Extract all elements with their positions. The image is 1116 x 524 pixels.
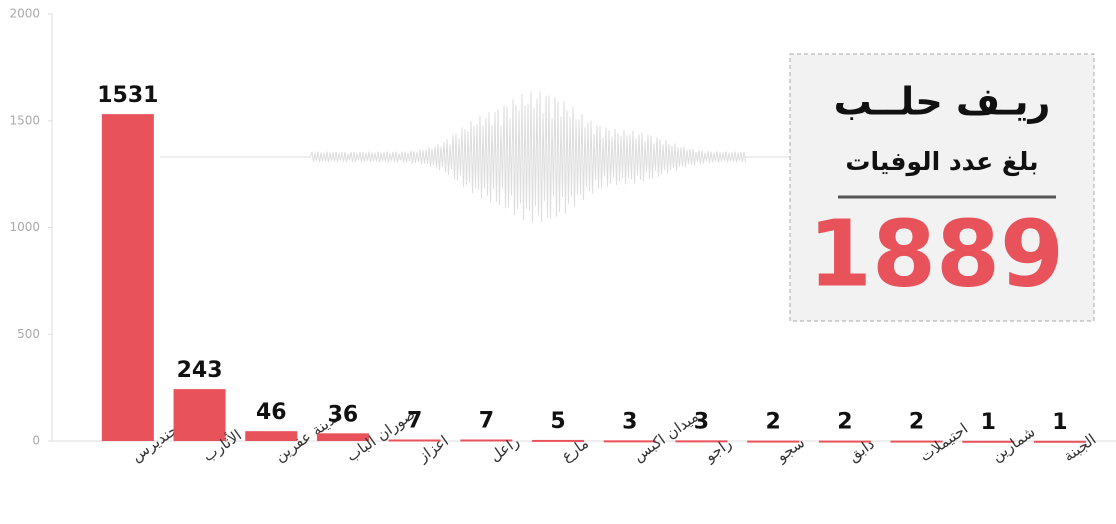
box-title: ريـف حلــب: [834, 80, 1051, 124]
chart: ريـف حلــب بلغ عدد الوفيات 1889 0 500 1000…: [0, 0, 1116, 524]
wave-line: [160, 91, 790, 223]
bar: [102, 114, 154, 441]
value-label: 1: [981, 410, 996, 435]
value-label: 5: [550, 409, 565, 434]
value-label: 1: [1052, 410, 1067, 435]
value-label: 46: [256, 400, 287, 425]
y-tick-label: 2000: [9, 7, 40, 21]
info-box: ريـف حلــب بلغ عدد الوفيات 1889: [790, 54, 1094, 321]
x-tick-label: راجو: [701, 434, 735, 466]
value-label: 2: [837, 410, 852, 435]
value-label: 2: [765, 410, 780, 435]
x-tick-label: دابق: [845, 435, 878, 466]
value-label: 7: [479, 409, 494, 434]
bar: [174, 389, 226, 441]
x-tick-label: ميدان اكبس: [630, 407, 702, 465]
y-tick-label: 1500: [9, 113, 40, 127]
page: {"chart_data": {"type": "bar", "categori…: [0, 0, 1116, 524]
x-tick-label: مارع: [558, 434, 592, 465]
decorative-wave: [160, 91, 790, 223]
box-total: 1889: [808, 200, 1064, 307]
value-label: 3: [622, 409, 637, 434]
y-tick-label: 500: [17, 327, 40, 341]
value-label: 243: [177, 358, 223, 383]
value-label: 36: [328, 402, 359, 427]
x-tick-label: سجو: [772, 433, 808, 466]
x-tick-label: راعل: [486, 432, 522, 465]
y-tick-label: 1000: [9, 220, 40, 234]
value-label: 2: [909, 410, 924, 435]
value-label: 3: [694, 409, 709, 434]
value-label: 1531: [97, 83, 158, 108]
x-tick-label: اعزاز: [414, 432, 452, 466]
y-tick-label: 0: [32, 434, 40, 448]
x-tick-label: الجبنة: [1060, 430, 1099, 465]
box-subtitle: بلغ عدد الوفيات: [845, 147, 1038, 177]
value-label: 7: [407, 409, 422, 434]
